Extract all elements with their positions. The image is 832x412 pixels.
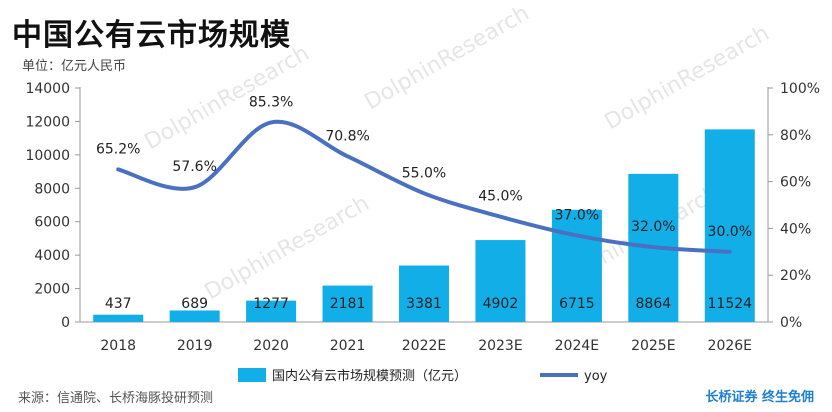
source-note: 来源：信通院、长桥海豚投研预测	[18, 391, 214, 406]
chart-title: 中国公有云市场规模	[12, 18, 291, 53]
right-tick-label: 40%	[780, 221, 811, 237]
bar-value-label: 689	[181, 296, 208, 312]
bar	[322, 285, 373, 322]
yoy-value-label: 85.3%	[249, 94, 293, 110]
yoy-value-label: 45.0%	[478, 189, 522, 205]
bar	[93, 314, 144, 322]
left-tick-label: 0	[61, 315, 70, 331]
watermark-text: DolphinResearch	[601, 21, 774, 135]
right-tick-label: 100%	[780, 81, 820, 97]
yoy-value-label: 37.0%	[555, 207, 599, 223]
bar-value-label: 2181	[330, 296, 366, 312]
category-label: 2019	[177, 338, 213, 354]
bar	[704, 129, 755, 322]
left-tick-label: 12000	[25, 114, 70, 130]
bar-value-label: 6715	[559, 296, 595, 312]
yoy-value-label: 65.2%	[96, 141, 140, 157]
brand-label: 长桥证券 终生免佣	[705, 390, 814, 405]
bar	[246, 300, 297, 322]
right-tick-label: 20%	[780, 268, 811, 284]
legend-bar-label: 国内公有云市场规模预测（亿元）	[272, 368, 467, 384]
yoy-line	[116, 119, 732, 254]
category-label: 2021	[330, 338, 366, 354]
yoy-value-label: 30.0%	[708, 224, 752, 240]
left-tick-label: 2000	[34, 282, 70, 298]
category-label: 2023E	[478, 338, 522, 354]
right-tick-label: 60%	[780, 175, 811, 191]
category-label: 2018	[100, 338, 136, 354]
category-label: 2022E	[402, 338, 446, 354]
legend-line-label: yoy	[584, 369, 608, 384]
bar	[475, 240, 526, 322]
yoy-value-label: 55.0%	[402, 165, 446, 181]
bar-value-label: 1277	[253, 296, 289, 312]
bar-value-label: 437	[105, 296, 132, 312]
bar	[169, 310, 220, 322]
right-tick-label: 80%	[780, 128, 811, 144]
yoy-value-label: 70.8%	[325, 128, 369, 144]
watermark-text: DolphinResearch	[361, 1, 534, 115]
yoy-value-label: 57.6%	[172, 159, 216, 175]
bar	[551, 209, 602, 322]
legend-bar-swatch	[238, 368, 266, 382]
category-label: 2024E	[555, 338, 599, 354]
bar-value-label: 4902	[483, 296, 519, 312]
bar	[399, 265, 449, 322]
bar-value-label: 8864	[636, 296, 672, 312]
bar-value-label: 3381	[406, 296, 442, 312]
left-tick-label: 8000	[34, 181, 70, 197]
bar-value-label: 11524	[708, 296, 753, 312]
unit-label: 单位：亿元人民币	[22, 59, 127, 74]
category-label: 2025E	[631, 338, 675, 354]
category-label: 2020	[253, 338, 289, 354]
left-tick-label: 14000	[25, 81, 70, 97]
left-tick-label: 4000	[34, 248, 70, 264]
left-tick-label: 10000	[25, 148, 70, 164]
right-tick-label: 0%	[780, 315, 802, 331]
yoy-value-label: 32.0%	[631, 219, 675, 235]
category-label: 2026E	[708, 338, 752, 354]
left-tick-label: 6000	[34, 215, 70, 231]
